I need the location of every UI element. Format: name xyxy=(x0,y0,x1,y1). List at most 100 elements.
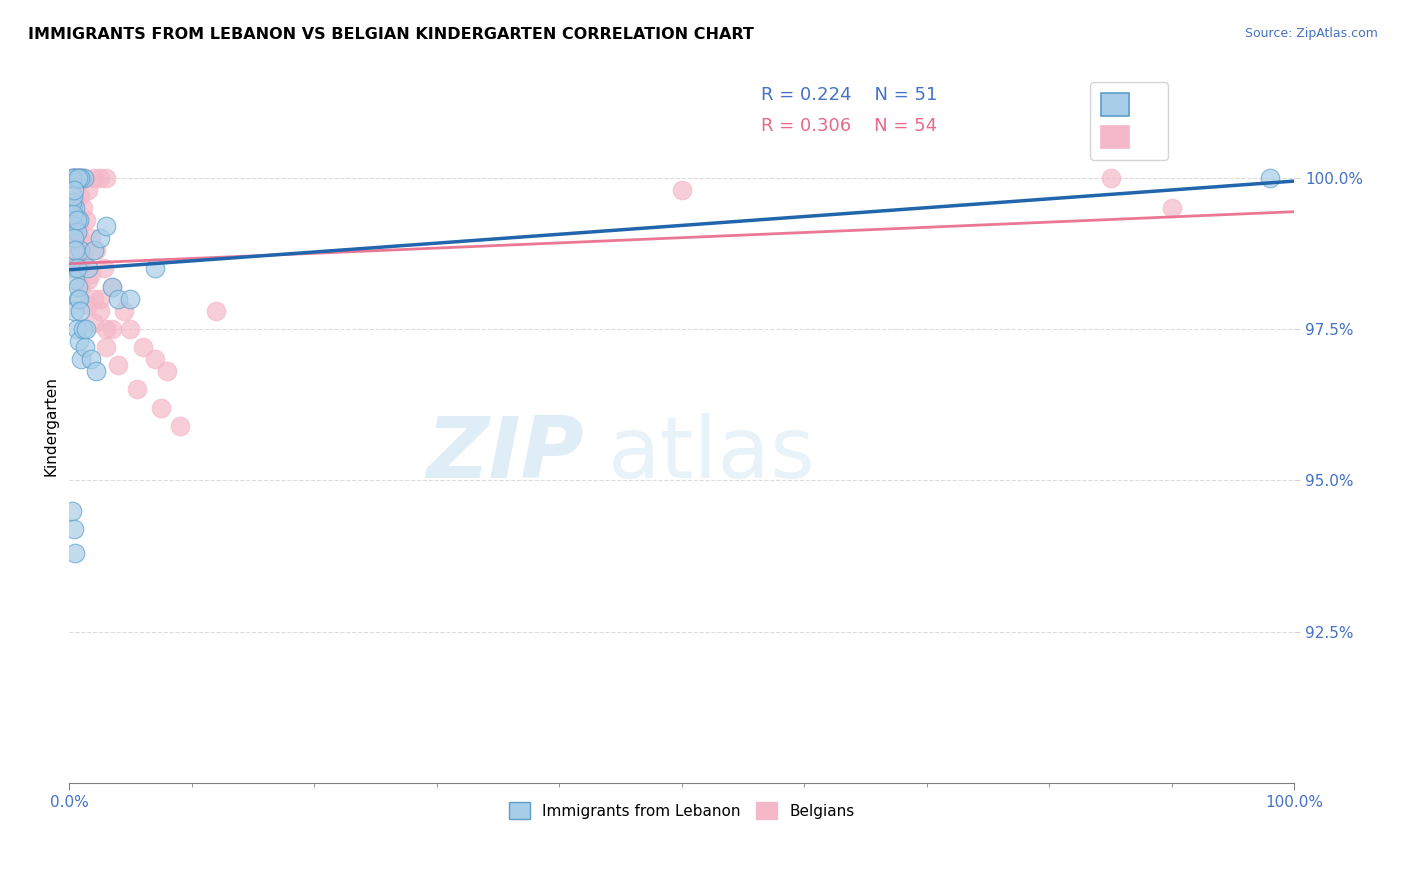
Point xyxy=(70,261,93,276)
Point xyxy=(65,231,87,245)
Text: R = 0.224    N = 51: R = 0.224 N = 51 xyxy=(762,86,938,104)
Point xyxy=(63,170,86,185)
Point xyxy=(65,170,87,185)
Point xyxy=(62,261,84,276)
Point xyxy=(69,170,91,185)
Point xyxy=(69,303,91,318)
Point xyxy=(94,340,117,354)
Point xyxy=(65,225,87,239)
Point xyxy=(73,249,96,263)
Point xyxy=(143,261,166,276)
Point xyxy=(70,170,93,185)
Point xyxy=(60,170,83,185)
Point xyxy=(93,261,115,276)
Point xyxy=(67,219,90,233)
Point xyxy=(1258,170,1281,185)
Point xyxy=(671,183,693,197)
Point xyxy=(1161,201,1184,215)
Point xyxy=(67,243,90,257)
Point xyxy=(73,170,96,185)
Point xyxy=(72,201,94,215)
Point xyxy=(83,316,105,330)
Point xyxy=(76,273,98,287)
Point xyxy=(89,303,111,318)
Point xyxy=(94,170,117,185)
Point xyxy=(62,201,84,215)
Point xyxy=(143,352,166,367)
Point xyxy=(69,188,91,202)
Point xyxy=(65,243,87,257)
Point xyxy=(60,503,83,517)
Point xyxy=(107,292,129,306)
Point xyxy=(65,170,87,185)
Point xyxy=(67,170,90,185)
Text: R = 0.306    N = 54: R = 0.306 N = 54 xyxy=(762,117,938,135)
Point xyxy=(205,303,228,318)
Point xyxy=(83,292,105,306)
Point xyxy=(150,401,173,415)
Point xyxy=(72,322,94,336)
Text: IMMIGRANTS FROM LEBANON VS BELGIAN KINDERGARTEN CORRELATION CHART: IMMIGRANTS FROM LEBANON VS BELGIAN KINDE… xyxy=(28,27,754,42)
Point xyxy=(66,170,89,185)
Point xyxy=(65,194,87,209)
Point xyxy=(94,322,117,336)
Point xyxy=(62,183,84,197)
Point xyxy=(125,383,148,397)
Point xyxy=(156,364,179,378)
Point xyxy=(65,170,87,185)
Text: Source: ZipAtlas.com: Source: ZipAtlas.com xyxy=(1244,27,1378,40)
Point xyxy=(65,201,87,215)
Point xyxy=(65,273,87,287)
Point xyxy=(132,340,155,354)
Point xyxy=(101,322,124,336)
Point xyxy=(66,279,89,293)
Point xyxy=(65,546,87,560)
Point xyxy=(89,231,111,245)
Point xyxy=(62,207,84,221)
Point xyxy=(66,261,89,276)
Point xyxy=(75,213,97,227)
Point xyxy=(94,219,117,233)
Point xyxy=(63,303,86,318)
Point xyxy=(107,358,129,372)
Point xyxy=(60,194,83,209)
Point xyxy=(70,279,93,293)
Point xyxy=(65,322,87,336)
Point xyxy=(84,364,107,378)
Point xyxy=(76,183,98,197)
Point xyxy=(84,243,107,257)
Point xyxy=(69,243,91,257)
Point xyxy=(76,261,98,276)
Point xyxy=(65,213,87,227)
Point xyxy=(101,279,124,293)
Point xyxy=(70,352,93,367)
Point xyxy=(67,334,90,348)
Point xyxy=(67,292,90,306)
Point xyxy=(69,231,91,245)
Point xyxy=(67,170,90,185)
Point xyxy=(120,322,142,336)
Point xyxy=(169,418,191,433)
Point xyxy=(63,522,86,536)
Point xyxy=(63,170,86,185)
Point xyxy=(80,268,103,282)
Legend: Immigrants from Lebanon, Belgians: Immigrants from Lebanon, Belgians xyxy=(502,796,860,825)
Point xyxy=(63,231,86,245)
Point xyxy=(80,231,103,245)
Point xyxy=(89,170,111,185)
Point xyxy=(63,201,86,215)
Point xyxy=(1099,170,1122,185)
Point xyxy=(75,340,97,354)
Point xyxy=(62,243,84,257)
Point xyxy=(65,261,87,276)
Point xyxy=(63,219,86,233)
Point xyxy=(65,170,87,185)
Point xyxy=(83,243,105,257)
Point xyxy=(76,298,98,312)
Point xyxy=(66,292,89,306)
Point xyxy=(65,213,87,227)
Point xyxy=(62,170,84,185)
Point xyxy=(80,352,103,367)
Point xyxy=(101,279,124,293)
Point xyxy=(62,188,84,202)
